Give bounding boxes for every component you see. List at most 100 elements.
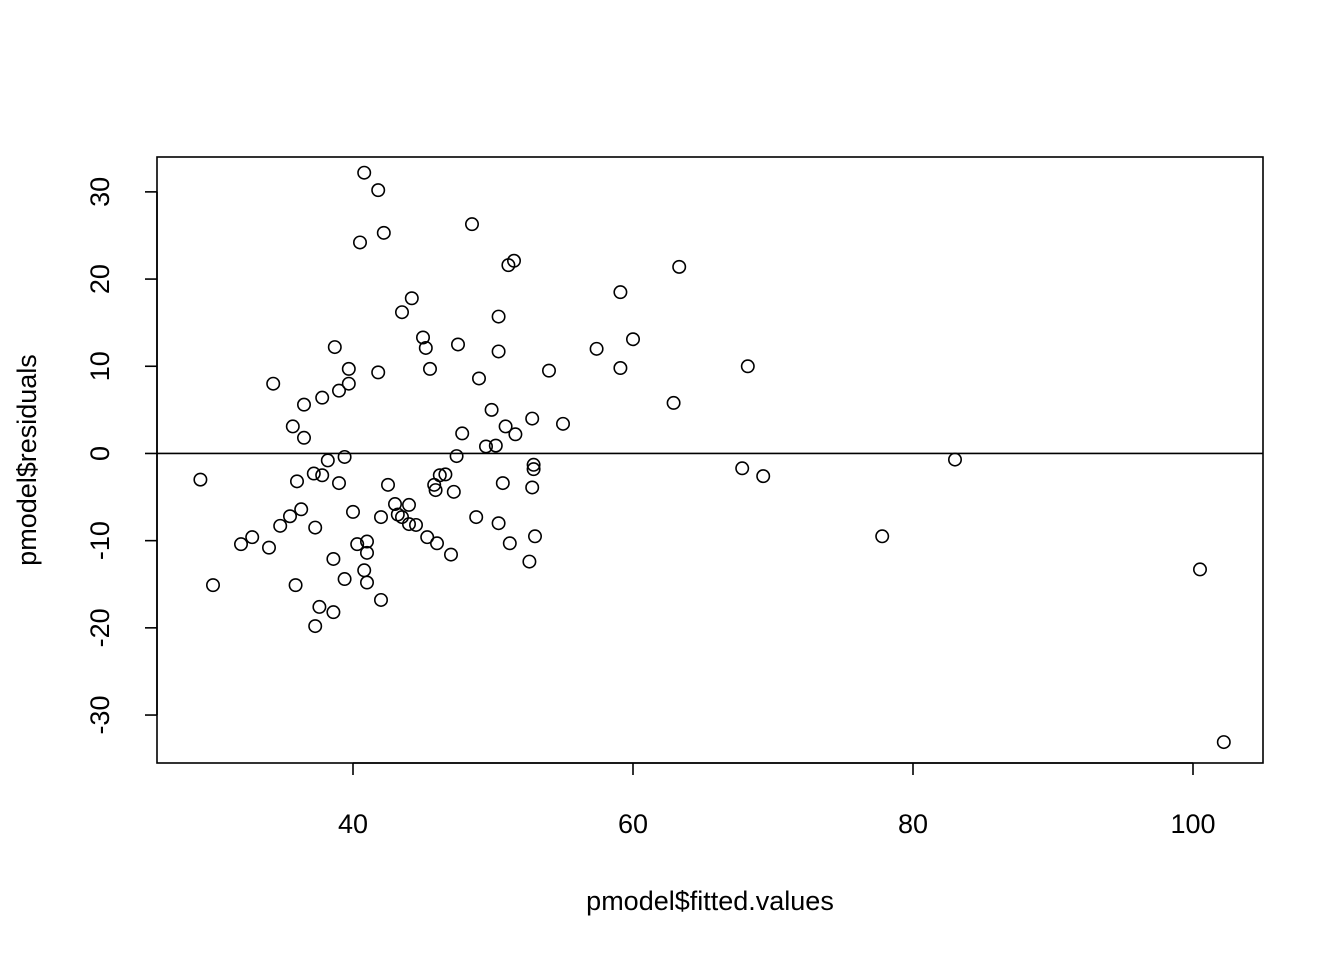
data-point [526, 462, 541, 477]
data-point [206, 578, 221, 593]
data-point [613, 285, 628, 300]
data-point [541, 363, 556, 378]
data-point [527, 529, 542, 544]
data-point [373, 510, 388, 525]
data-point [404, 291, 419, 306]
x-axis-title: pmodel$fitted.values [586, 886, 834, 916]
data-point [289, 474, 304, 489]
data-point [525, 480, 540, 495]
data-point [285, 419, 300, 434]
data-point [387, 497, 402, 512]
data-point [443, 547, 458, 562]
data-point [308, 520, 323, 535]
data-point [498, 419, 513, 434]
data-point [471, 371, 486, 386]
data-point [488, 438, 503, 453]
data-point [506, 253, 521, 268]
y-tick-label: -20 [85, 608, 115, 647]
data-point [296, 397, 311, 412]
data-points [193, 165, 1231, 750]
x-tick-label: 40 [338, 809, 368, 839]
data-point [359, 575, 374, 590]
y-tick-label: -10 [85, 521, 115, 560]
data-point [1216, 735, 1231, 750]
data-point [1193, 562, 1208, 577]
data-point [418, 340, 433, 355]
data-point [350, 537, 365, 552]
data-point [408, 517, 423, 532]
data-point [261, 540, 276, 555]
x-tick-label: 60 [618, 809, 648, 839]
data-point [296, 430, 311, 445]
y-tick-label: 10 [85, 351, 115, 381]
data-point [273, 518, 288, 533]
data-point [449, 449, 464, 464]
y-axis: -30 -20 -10 0 10 20 30 [85, 177, 158, 735]
data-point [735, 461, 750, 476]
data-point [428, 483, 443, 498]
data-point [495, 476, 510, 491]
data-point [345, 504, 360, 519]
data-point [288, 578, 303, 593]
data-point [327, 340, 342, 355]
data-point [625, 332, 640, 347]
data-point [245, 530, 260, 545]
data-point [478, 439, 493, 454]
data-point [376, 225, 391, 240]
y-tick-label: 30 [85, 177, 115, 207]
data-point [672, 259, 687, 274]
data-point [613, 361, 628, 376]
data-point [266, 376, 281, 391]
data-point [341, 361, 356, 376]
data-point [306, 466, 321, 481]
data-point [320, 453, 335, 468]
plot-frame [156, 156, 1264, 764]
x-tick-label: 100 [1170, 809, 1215, 839]
data-point [464, 217, 479, 232]
data-point [371, 183, 386, 198]
data-point [446, 484, 461, 499]
data-point [422, 361, 437, 376]
data-point [450, 337, 465, 352]
data-point [415, 330, 430, 345]
data-point [484, 402, 499, 417]
data-point [359, 534, 374, 549]
data-point [469, 510, 484, 525]
data-point [359, 545, 374, 560]
data-point [282, 509, 297, 524]
y-tick-label: -30 [85, 696, 115, 735]
data-point [491, 516, 506, 531]
data-point [522, 554, 537, 569]
data-point [337, 449, 352, 464]
data-point [432, 468, 447, 483]
data-point [315, 468, 330, 483]
data-point [331, 476, 346, 491]
data-point [373, 592, 388, 607]
data-point [326, 551, 341, 566]
data-point [491, 344, 506, 359]
data-point [525, 411, 540, 426]
y-tick-label: 20 [85, 264, 115, 294]
data-point [589, 341, 604, 356]
data-point [394, 305, 409, 320]
data-point [508, 427, 523, 442]
data-point [308, 619, 323, 634]
y-tick-label: 0 [85, 446, 115, 461]
data-point [371, 365, 386, 380]
data-point [294, 502, 309, 517]
data-point [401, 497, 416, 512]
data-point [666, 395, 681, 410]
data-point [352, 235, 367, 250]
data-point [326, 605, 341, 620]
data-point [331, 383, 346, 398]
data-point [502, 536, 517, 551]
data-point [380, 477, 395, 492]
data-point [401, 517, 416, 532]
data-point [756, 469, 771, 484]
data-point [438, 467, 453, 482]
data-point [394, 510, 409, 525]
data-point [193, 472, 208, 487]
y-axis-title: pmodel$residuals [12, 354, 42, 566]
